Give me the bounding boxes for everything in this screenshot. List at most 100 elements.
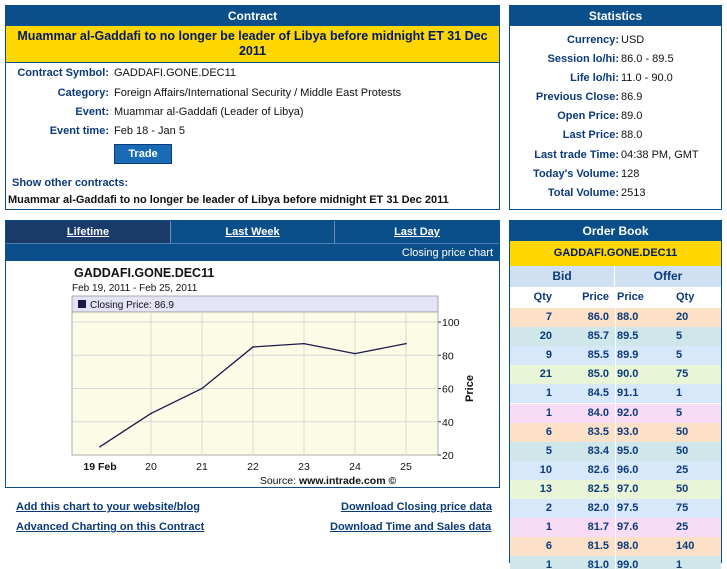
offer-qty: 5 bbox=[676, 330, 683, 343]
download-closing-price-link[interactable]: Download Closing price data bbox=[341, 501, 492, 513]
offer-qty: 1 bbox=[676, 559, 683, 569]
order-book-panel: Order Book GADDAFI.GONE.DEC11 Bid Offer … bbox=[509, 220, 722, 569]
tab-last-week[interactable]: Last Week bbox=[171, 221, 335, 243]
bid-qty: 10 bbox=[539, 463, 552, 476]
offer-qty-col: Qty bbox=[676, 291, 695, 303]
contract-title: Muammar al-Gaddafi to no longer be leade… bbox=[6, 26, 499, 63]
stat-label: Currency: bbox=[567, 34, 619, 46]
event-time-row: Event time: Feb 18 - Jan 5 bbox=[6, 122, 499, 141]
order-book-header: Order Book bbox=[510, 221, 721, 241]
offer-qty: 5 bbox=[676, 406, 683, 419]
bid-qty: 1 bbox=[545, 521, 552, 534]
bid-price: 84.5 bbox=[587, 387, 609, 400]
event-row: Event: Muammar al-Gaddafi (Leader of Lib… bbox=[6, 103, 499, 122]
bid-qty: 1 bbox=[545, 406, 552, 419]
y-tick-label: 60 bbox=[442, 384, 454, 396]
stat-row-currency: Currency: USD bbox=[510, 31, 721, 50]
chart-legend-label: Closing Price: 86.9 bbox=[90, 300, 174, 311]
legend-swatch bbox=[78, 300, 86, 308]
stat-label: Total Volume: bbox=[547, 187, 619, 199]
closing-price-point bbox=[303, 342, 305, 345]
other-contract-item[interactable]: Muammar al-Gaddafi to no longer be leade… bbox=[8, 194, 449, 206]
event-time-label: Event time: bbox=[49, 125, 109, 137]
bid-price: 81.5 bbox=[587, 540, 609, 553]
contract-panel: Contract Muammar al-Gaddafi to no longer… bbox=[5, 5, 500, 210]
bid-qty: 2 bbox=[545, 502, 552, 514]
y-axis-label: Price bbox=[464, 375, 476, 402]
offer-price: 91.1 bbox=[617, 387, 639, 400]
bid-qty: 7 bbox=[545, 311, 552, 323]
chart-source-label: Source: bbox=[260, 475, 296, 487]
closing-price-chart-label: Closing price chart bbox=[6, 243, 499, 261]
stat-label: Today's Volume: bbox=[533, 168, 619, 180]
stat-value: 89.0 bbox=[621, 110, 643, 122]
category-label: Category: bbox=[57, 87, 109, 99]
bid-price: 81.7 bbox=[587, 521, 609, 534]
category-row: Category: Foreign Affairs/International … bbox=[6, 84, 499, 103]
stat-label: Last trade Time: bbox=[534, 149, 619, 161]
show-other-contracts-label[interactable]: Show other contracts: bbox=[12, 177, 129, 189]
offer-qty: 5 bbox=[676, 349, 683, 362]
stat-row-open-price: Open Price: 89.0 bbox=[510, 107, 721, 126]
event-value: Muammar al-Gaddafi (Leader of Libya) bbox=[114, 106, 304, 118]
closing-price-point bbox=[405, 342, 407, 345]
stat-label: Previous Close: bbox=[535, 91, 619, 103]
chart-subtitle: Feb 19, 2011 - Feb 25, 2011 bbox=[72, 283, 198, 294]
bid-price: 85.0 bbox=[587, 368, 609, 381]
stat-value: USD bbox=[621, 34, 645, 46]
y-tick-label: 100 bbox=[442, 317, 460, 329]
bid-qty: 6 bbox=[545, 425, 552, 438]
contract-symbol-row: Contract Symbol: GADDAFI.GONE.DEC11 bbox=[6, 64, 499, 83]
tab-last-day[interactable]: Last Day bbox=[394, 226, 440, 238]
offer-qty: 1 bbox=[676, 387, 683, 400]
tab-lifetime[interactable]: Lifetime bbox=[6, 221, 171, 243]
add-chart-link[interactable]: Add this chart to your website/blog bbox=[16, 501, 200, 513]
y-tick-label: 20 bbox=[442, 450, 454, 462]
order-book-divider bbox=[615, 308, 616, 569]
category-value: Foreign Affairs/International Security /… bbox=[114, 87, 402, 99]
bid-price: 82.5 bbox=[587, 482, 609, 495]
bid-price: 85.7 bbox=[587, 330, 609, 343]
offer-price: 97.6 bbox=[617, 521, 639, 534]
bid-price: 81.0 bbox=[587, 559, 609, 569]
statistics-panel: Statistics Currency: USD Session lo/hi: 86… bbox=[509, 5, 722, 210]
statistics-header: Statistics bbox=[510, 6, 721, 26]
stat-value: 88.0 bbox=[621, 129, 643, 141]
download-time-sales-link[interactable]: Download Time and Sales data bbox=[330, 521, 492, 533]
offer-price: 97.5 bbox=[617, 502, 639, 514]
stat-row-total-volume: Total Volume: 2513 bbox=[510, 184, 721, 203]
stat-value: 2513 bbox=[621, 187, 646, 199]
stat-label: Last Price: bbox=[562, 129, 619, 141]
contract-symbol-value: GADDAFI.GONE.DEC11 bbox=[114, 67, 237, 79]
order-book-column-headers: Qty Price Price Qty bbox=[510, 287, 721, 308]
stat-label: Open Price: bbox=[557, 110, 619, 122]
trade-button[interactable]: Trade bbox=[114, 144, 172, 164]
x-tick-label: 19 Feb bbox=[83, 461, 116, 473]
bid-header: Bid bbox=[510, 266, 615, 287]
bid-qty: 5 bbox=[545, 444, 552, 457]
stat-row-last-trade-time: Last trade Time: 04:38 PM, GMT bbox=[510, 146, 721, 165]
offer-header: Offer bbox=[615, 266, 721, 287]
bid-qty: 21 bbox=[539, 368, 552, 381]
offer-qty: 140 bbox=[676, 540, 695, 553]
bid-qty: 1 bbox=[545, 387, 552, 400]
chart-plot-area bbox=[71, 311, 439, 456]
offer-price: 90.0 bbox=[617, 368, 639, 381]
price-chart: GADDAFI.GONE.DEC11 Feb 19, 2011 - Feb 25… bbox=[71, 266, 476, 487]
event-time-value: Feb 18 - Jan 5 bbox=[114, 125, 185, 137]
offer-price: 99.0 bbox=[617, 559, 639, 569]
stat-label: Life lo/hi: bbox=[570, 72, 619, 84]
advanced-charting-link[interactable]: Advanced Charting on this Contract bbox=[16, 521, 205, 533]
bid-price-col: Price bbox=[582, 291, 609, 303]
stat-value: 86.9 bbox=[621, 91, 643, 103]
offer-price: 88.0 bbox=[617, 311, 639, 323]
event-label: Event: bbox=[75, 106, 109, 118]
stat-row-previous-close: Previous Close: 86.9 bbox=[510, 88, 721, 107]
stat-label: Session lo/hi: bbox=[547, 53, 619, 65]
bid-price: 83.5 bbox=[587, 425, 609, 438]
x-tick-label: 25 bbox=[400, 461, 412, 473]
bid-price: 82.6 bbox=[587, 463, 609, 476]
bid-qty: 13 bbox=[539, 482, 552, 495]
bid-qty-col: Qty bbox=[533, 291, 552, 303]
stat-value: 86.0 - 89.5 bbox=[621, 53, 674, 65]
